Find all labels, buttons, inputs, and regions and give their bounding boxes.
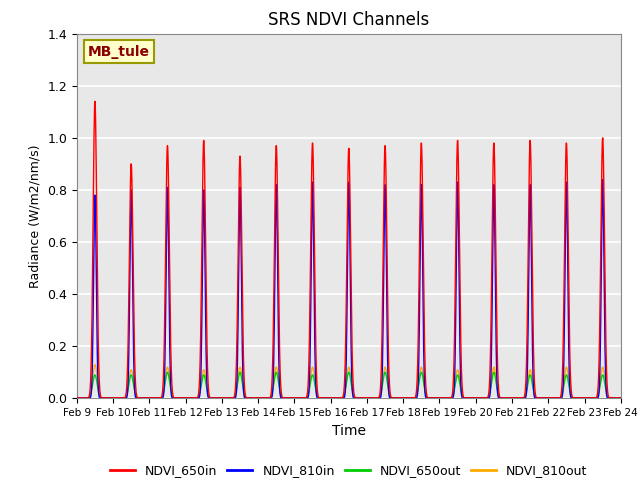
Text: MB_tule: MB_tule	[88, 45, 150, 59]
X-axis label: Time: Time	[332, 424, 366, 438]
Y-axis label: Radiance (W/m2/nm/s): Radiance (W/m2/nm/s)	[29, 144, 42, 288]
Title: SRS NDVI Channels: SRS NDVI Channels	[268, 11, 429, 29]
Legend: NDVI_650in, NDVI_810in, NDVI_650out, NDVI_810out: NDVI_650in, NDVI_810in, NDVI_650out, NDV…	[105, 459, 593, 480]
